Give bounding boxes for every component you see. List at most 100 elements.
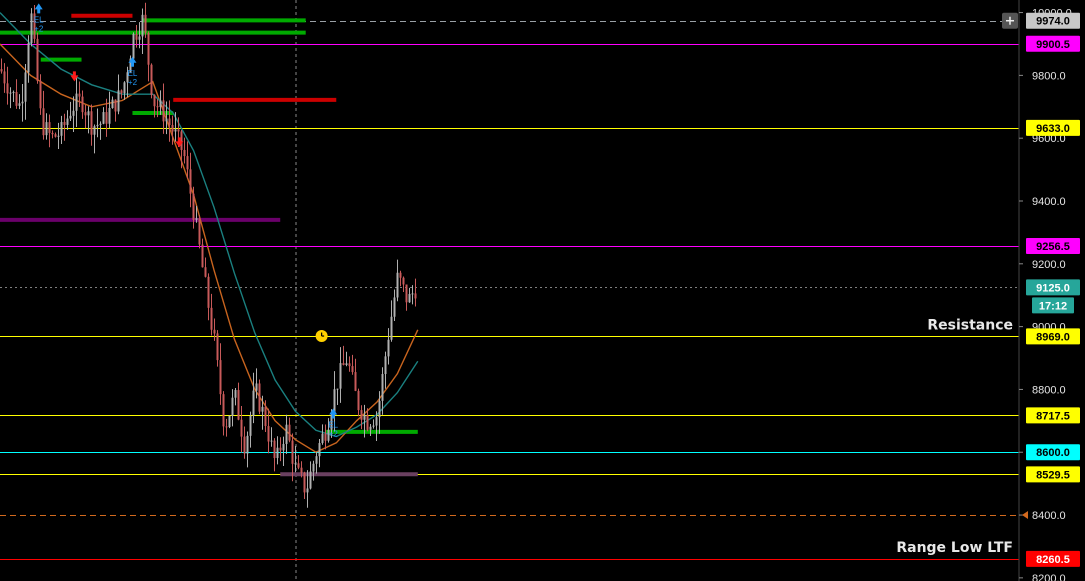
signal-up-0[interactable]: EL+2 xyxy=(34,3,44,33)
alarm-marker[interactable] xyxy=(315,330,328,343)
candle-body-30 xyxy=(90,111,93,135)
candle-body-88 xyxy=(264,406,267,427)
candle-body-12 xyxy=(36,38,39,81)
candle-body-34 xyxy=(102,112,105,124)
price-tag-7[interactable]: 8600.0 xyxy=(1026,444,1080,461)
candle-body-15 xyxy=(45,122,48,136)
axis-tick-label-7: 9600.0 xyxy=(1032,133,1066,145)
candle-body-72 xyxy=(216,333,219,361)
candle-body-65 xyxy=(195,218,198,220)
plus-icon[interactable] xyxy=(1002,12,1018,29)
zone-labels: Resistance Range Low LTF xyxy=(896,317,1013,556)
candle-body-59 xyxy=(177,129,180,132)
price-tag-10[interactable]: 8260.5 xyxy=(1026,550,1080,567)
candle-body-93 xyxy=(279,447,282,451)
price-tag-5[interactable]: 8969.0 xyxy=(1026,328,1080,345)
signal-sub-label: +2 xyxy=(329,430,339,439)
candle-body-74 xyxy=(222,394,225,427)
signal-down-4[interactable] xyxy=(175,137,184,148)
price-tag-1[interactable]: 9900.5 xyxy=(1026,35,1080,52)
price-tag-bg xyxy=(1026,119,1080,136)
signal-up-2[interactable]: EL+2 xyxy=(328,408,339,439)
candle-body-73 xyxy=(219,360,222,395)
price-tag-label: 9256.5 xyxy=(1036,241,1070,253)
price-tag-bg xyxy=(1026,35,1080,52)
candle-body-37 xyxy=(111,99,114,109)
candle-body-90 xyxy=(270,440,273,442)
candle-body-5 xyxy=(15,91,18,106)
candle-body-26 xyxy=(78,93,81,97)
arrow-up-icon xyxy=(329,408,338,419)
arrow-up-icon xyxy=(128,56,137,67)
candle-body-10 xyxy=(30,13,33,44)
signal-sub-label: +2 xyxy=(128,78,138,87)
candle-body-126 xyxy=(378,400,381,418)
price-tag-6[interactable]: 8717.5 xyxy=(1026,407,1080,424)
price-tag-4[interactable]: 9125.0 xyxy=(1026,279,1080,296)
candle-body-39 xyxy=(117,90,120,112)
candle-body-66 xyxy=(198,218,201,245)
candle-body-56 xyxy=(168,118,171,125)
candle-body-96 xyxy=(288,424,291,441)
candle-body-138 xyxy=(414,293,417,299)
price-tag-label: 8969.0 xyxy=(1036,331,1070,343)
candle-body-95 xyxy=(285,424,288,444)
candle-body-105 xyxy=(315,456,318,464)
signal-down-3[interactable] xyxy=(70,71,79,82)
candle-body-0 xyxy=(0,69,3,72)
price-tag-0[interactable]: 9974.0 xyxy=(1026,12,1080,29)
candle-body-29 xyxy=(87,111,90,116)
candle-body-11 xyxy=(33,13,36,39)
candle-body-128 xyxy=(384,356,387,375)
candle-body-46 xyxy=(138,36,141,40)
candle-body-77 xyxy=(231,397,234,416)
axis-tick-label-3: 8800.0 xyxy=(1032,384,1066,396)
axis-tick-label-5: 9200.0 xyxy=(1032,259,1066,271)
candle-body-76 xyxy=(228,415,231,427)
candle-body-27 xyxy=(81,96,84,113)
candle-body-107 xyxy=(321,433,324,444)
countdown-label: 17:12 xyxy=(1039,300,1067,312)
price-tag-bg xyxy=(1026,279,1080,296)
candle-body-87 xyxy=(261,406,264,412)
candle-body-32 xyxy=(96,124,99,127)
candle-body-55 xyxy=(165,118,168,122)
candle-body-86 xyxy=(258,383,261,412)
candle-body-125 xyxy=(375,417,378,426)
price-axis-tags[interactable]: 9974.0 9900.5 9633.0 9256.5 9125.0 17:12 8969.… xyxy=(1002,12,1080,567)
candle-body-84 xyxy=(252,390,255,416)
candle-body-108 xyxy=(324,433,327,441)
price-tag-8[interactable]: 8529.5 xyxy=(1026,466,1080,483)
candle-body-22 xyxy=(66,118,69,125)
candle-body-91 xyxy=(273,440,276,459)
candle-body-124 xyxy=(372,425,375,427)
candle-body-123 xyxy=(369,426,372,430)
candle-body-48 xyxy=(144,14,147,33)
price-tag-3[interactable]: 9256.5 xyxy=(1026,238,1080,255)
zone-label-0: Resistance xyxy=(927,317,1013,333)
price-tag-2[interactable]: 9633.0 xyxy=(1026,119,1080,136)
candle-body-4 xyxy=(12,91,15,93)
candle-body-131 xyxy=(393,297,396,317)
candle-body-98 xyxy=(294,463,297,465)
candle-body-118 xyxy=(354,372,357,391)
candle-body-58 xyxy=(174,129,177,132)
candle-body-43 xyxy=(129,58,132,73)
candle-body-6 xyxy=(18,103,21,106)
signal-label: EL xyxy=(34,15,44,24)
candle-body-19 xyxy=(57,135,60,137)
signal-label: EL xyxy=(328,421,338,430)
alarm-clock-icon[interactable] xyxy=(315,330,328,343)
candle-body-41 xyxy=(123,82,126,94)
candle-body-111 xyxy=(333,389,336,415)
candle-body-44 xyxy=(132,33,135,59)
arrow-up-icon xyxy=(34,3,43,14)
candle-body-9 xyxy=(27,43,30,73)
arrow-down-icon xyxy=(70,71,79,82)
candle-body-85 xyxy=(255,383,258,391)
candle-body-13 xyxy=(39,80,42,109)
candle-body-100 xyxy=(300,467,303,473)
signal-up-1[interactable]: EL+2 xyxy=(128,56,138,87)
